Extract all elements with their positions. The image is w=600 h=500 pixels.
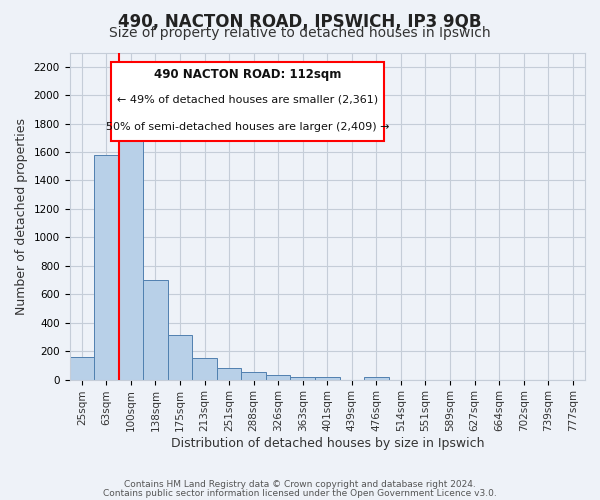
Bar xyxy=(315,377,340,380)
Text: Size of property relative to detached houses in Ipswich: Size of property relative to detached ho… xyxy=(109,26,491,40)
Bar xyxy=(192,358,217,380)
X-axis label: Distribution of detached houses by size in Ipswich: Distribution of detached houses by size … xyxy=(170,437,484,450)
Text: 490 NACTON ROAD: 112sqm: 490 NACTON ROAD: 112sqm xyxy=(154,68,341,80)
Bar xyxy=(217,368,241,380)
Bar xyxy=(94,155,119,380)
Bar xyxy=(266,376,290,380)
Bar xyxy=(70,357,94,380)
Bar xyxy=(168,335,192,380)
Text: Contains HM Land Registry data © Crown copyright and database right 2024.: Contains HM Land Registry data © Crown c… xyxy=(124,480,476,489)
Text: ← 49% of detached houses are smaller (2,361): ← 49% of detached houses are smaller (2,… xyxy=(117,95,378,105)
Bar xyxy=(119,130,143,380)
Bar xyxy=(143,280,168,380)
Bar xyxy=(364,377,389,380)
Y-axis label: Number of detached properties: Number of detached properties xyxy=(15,118,28,314)
Bar xyxy=(290,377,315,380)
Text: 50% of semi-detached houses are larger (2,409) →: 50% of semi-detached houses are larger (… xyxy=(106,122,389,132)
Bar xyxy=(241,372,266,380)
FancyBboxPatch shape xyxy=(111,62,384,141)
Text: 490, NACTON ROAD, IPSWICH, IP3 9QB: 490, NACTON ROAD, IPSWICH, IP3 9QB xyxy=(118,12,482,30)
Text: Contains public sector information licensed under the Open Government Licence v3: Contains public sector information licen… xyxy=(103,488,497,498)
